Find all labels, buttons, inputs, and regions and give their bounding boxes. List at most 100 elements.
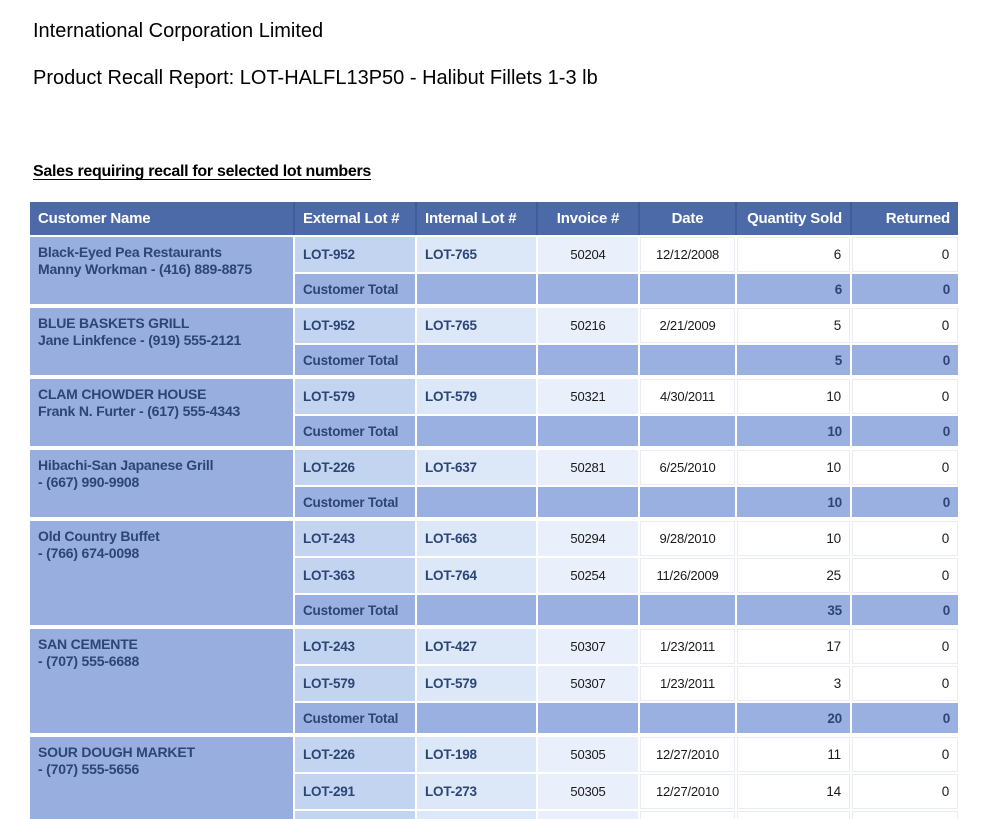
customer-name: BLUE BASKETS GRILL [38,315,190,331]
cell-qty: 10 [737,379,850,414]
cell-qty: 17 [737,629,850,664]
customer-total-spacer [417,416,536,446]
customer-total-spacer [417,487,536,517]
customer-total-spacer [417,703,536,733]
customer-total-spacer [640,274,735,304]
cell-partial-internal [417,811,536,819]
report-title: Product Recall Report: LOT-HALFL13P50 - … [33,67,598,89]
customer-name: Old Country Buffet [38,528,160,544]
cell-returned: 0 [852,666,958,701]
customer-total-returned: 0 [852,703,958,733]
section-heading: Sales requiring recall for selected lot … [33,163,372,180]
cell-qty: 3 [737,666,850,701]
cell-date: 6/25/2010 [640,450,735,485]
cell-date: 1/23/2011 [640,629,735,664]
customer-name: SAN CEMENTE [38,636,138,652]
customer-name: SOUR DOUGH MARKET [38,744,195,760]
customer-group: Old Country Buffet - (766) 674-0098 LOT-24… [30,521,958,625]
customer-total-spacer [538,416,638,446]
cell-partial-qty [737,811,850,819]
cell-external: LOT-226 [295,450,415,485]
cell-date: 12/27/2010 [640,774,735,809]
customer-cell: SAN CEMENTE - (707) 555-6688 [30,629,293,733]
customer-total-returned: 0 [852,345,958,375]
cell-date: 12/12/2008 [640,237,735,272]
customer-total-qty: 20 [737,703,850,733]
cell-returned: 0 [852,521,958,556]
customer-cell: CLAM CHOWDER HOUSE Frank N. Furter - (617… [30,379,293,446]
cell-external: LOT-291 [295,774,415,809]
cell-returned: 0 [852,629,958,664]
cell-invoice: 50305 [538,737,638,772]
cell-qty: 6 [737,237,850,272]
cell-returned: 0 [852,450,958,485]
cell-external: LOT-579 [295,666,415,701]
customer-group: SAN CEMENTE - (707) 555-6688 LOT-243 LOT-42… [30,629,958,733]
cell-partial-invoice [538,811,638,819]
cell-internal: LOT-663 [417,521,536,556]
cell-partial-returned [852,811,958,819]
cell-invoice: 50321 [538,379,638,414]
cell-date: 4/30/2011 [640,379,735,414]
column-header-qty: Quantity Sold [737,202,850,235]
customer-group: SOUR DOUGH MARKET - (707) 555-5656 LOT-226… [30,737,958,819]
cell-external: LOT-243 [295,629,415,664]
cell-qty: 14 [737,774,850,809]
customer-contact: Manny Workman - (416) 889-8875 [38,261,252,277]
customer-total-qty: 10 [737,416,850,446]
cell-returned: 0 [852,558,958,593]
column-header-external: External Lot # [295,202,415,235]
customer-group: BLUE BASKETS GRILL Jane Linkfence - (919)… [30,308,958,375]
customer-group: CLAM CHOWDER HOUSE Frank N. Furter - (617… [30,379,958,446]
cell-external: LOT-226 [295,737,415,772]
cell-returned: 0 [852,379,958,414]
cell-date: 11/26/2009 [640,558,735,593]
customer-total-spacer [640,487,735,517]
customer-total-spacer [538,595,638,625]
customer-contact: - (766) 674-0098 [38,545,140,561]
cell-invoice: 50216 [538,308,638,343]
customer-contact: Jane Linkfence - (919) 555-2121 [38,332,242,348]
column-header-invoice: Invoice # [538,202,638,235]
cell-internal: LOT-427 [417,629,536,664]
customer-total-qty: 5 [737,345,850,375]
cell-partial-external [295,811,415,819]
cell-invoice: 50294 [538,521,638,556]
column-header-customer: Customer Name [30,202,293,235]
cell-invoice: 50307 [538,629,638,664]
column-header-returned: Returned [852,202,958,235]
cell-external: LOT-363 [295,558,415,593]
cell-internal: LOT-764 [417,558,536,593]
cell-invoice: 50204 [538,237,638,272]
table-body: Black-Eyed Pea Restaurants Manny Workman … [30,237,958,819]
customer-total-returned: 0 [852,416,958,446]
cell-external: LOT-243 [295,521,415,556]
customer-total-label: Customer Total [295,595,415,625]
customer-total-spacer [640,595,735,625]
customer-cell: BLUE BASKETS GRILL Jane Linkfence - (919)… [30,308,293,375]
customer-total-returned: 0 [852,487,958,517]
customer-total-spacer [417,345,536,375]
cell-qty: 11 [737,737,850,772]
customer-total-spacer [538,703,638,733]
cell-returned: 0 [852,237,958,272]
customer-total-spacer [640,345,735,375]
cell-internal: LOT-198 [417,737,536,772]
cell-date: 12/27/2010 [640,737,735,772]
customer-total-label: Customer Total [295,703,415,733]
customer-total-label: Customer Total [295,416,415,446]
customer-total-spacer [538,487,638,517]
cell-partial-date [640,811,735,819]
customer-total-spacer [417,274,536,304]
customer-total-label: Customer Total [295,345,415,375]
cell-invoice: 50307 [538,666,638,701]
customer-name: Hibachi-San Japanese Grill [38,457,214,473]
customer-contact: - (707) 555-5656 [38,761,140,777]
customer-group: Hibachi-San Japanese Grill - (667) 990-99… [30,450,958,517]
cell-qty: 10 [737,450,850,485]
cell-internal: LOT-765 [417,308,536,343]
column-header-internal: Internal Lot # [417,202,536,235]
cell-qty: 10 [737,521,850,556]
customer-name: Black-Eyed Pea Restaurants [38,244,222,260]
